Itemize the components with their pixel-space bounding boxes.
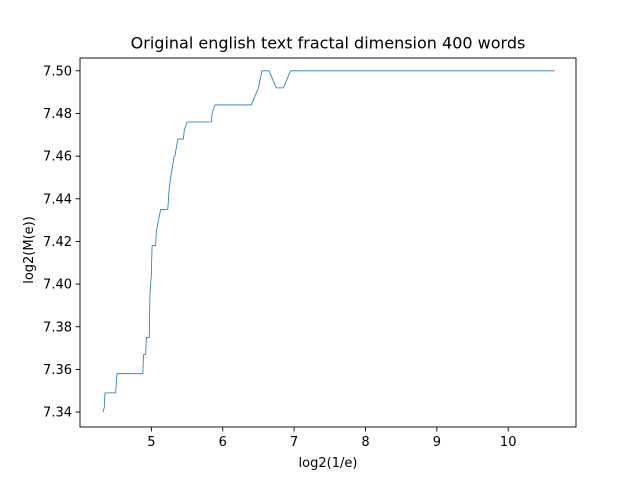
x-tick-label-5: 5 [147, 435, 155, 450]
y-tick-label-7.42: 7.42 [43, 235, 72, 250]
x-tick-label-8: 8 [361, 435, 369, 450]
y-tick-label-7.50: 7.50 [43, 64, 72, 79]
plot-frame [79, 57, 577, 428]
series-line-0 [102, 70, 555, 413]
chart-title: Original english text fractal dimension … [131, 34, 526, 53]
x-tick-label-7: 7 [290, 435, 298, 450]
x-tick-label-6: 6 [219, 435, 227, 450]
plot-area: 5 6 7 8 9 10 7.34 7.36 7.38 7.40 7.42 7.44 7.46 7.48 7… [43, 57, 577, 450]
y-tick-label-7.40: 7.40 [43, 278, 72, 293]
x-tick-label-9: 9 [433, 435, 441, 450]
y-tick-label-7.34: 7.34 [43, 406, 72, 421]
x-axis-label: log2(1/e) [299, 456, 358, 471]
x-tick-label-10: 10 [500, 435, 517, 450]
y-axis-label: log2(M(e)) [22, 216, 37, 284]
y-tick-label-7.46: 7.46 [43, 150, 72, 165]
y-tick-label-7.48: 7.48 [43, 107, 72, 122]
y-tick-label-7.38: 7.38 [43, 320, 72, 335]
y-tick-label-7.44: 7.44 [43, 192, 72, 207]
y-tick-label-7.36: 7.36 [43, 363, 72, 378]
